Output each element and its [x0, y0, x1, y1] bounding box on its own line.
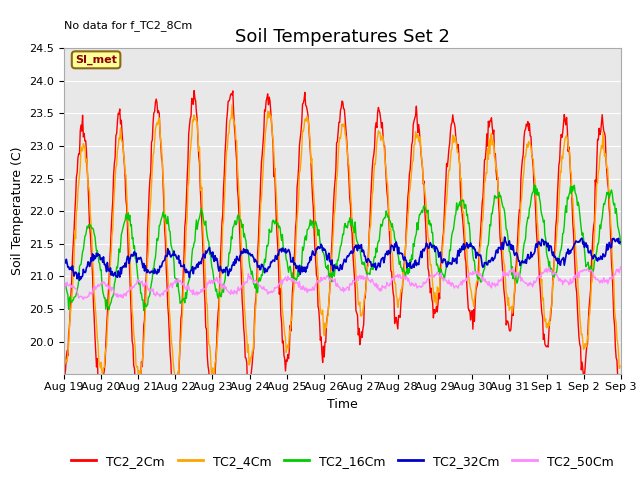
Line: TC2_16Cm: TC2_16Cm [64, 185, 621, 311]
TC2_50Cm [79, 297, 87, 302]
TC2_4Cm [428, 270, 436, 276]
Y-axis label: Soil Temperature (C): Soil Temperature (C) [11, 147, 24, 276]
TC2_16Cm [70, 294, 78, 300]
TC2_4Cm [412, 129, 419, 134]
TC2_2Cm [617, 392, 625, 398]
TC2_2Cm [128, 338, 136, 344]
TC2_32Cm [500, 234, 508, 240]
TC2_4Cm [185, 180, 193, 186]
TC2_50Cm [128, 286, 136, 291]
TC2_32Cm [214, 264, 222, 270]
TC2_32Cm [617, 240, 625, 245]
Text: No data for f_TC2_8Cm: No data for f_TC2_8Cm [64, 21, 192, 31]
TC2_32Cm [185, 270, 193, 276]
TC2_32Cm [60, 259, 68, 264]
TC2_50Cm [617, 264, 625, 270]
X-axis label: Time: Time [327, 397, 358, 410]
TC2_50Cm [70, 284, 78, 290]
TC2_2Cm [70, 228, 78, 233]
TC2_4Cm [214, 328, 222, 334]
TC2_32Cm [411, 259, 419, 264]
TC2_4Cm [172, 380, 180, 386]
TC2_2Cm [412, 112, 419, 118]
TC2_16Cm [127, 222, 135, 228]
TC2_4Cm [228, 102, 236, 108]
TC2_4Cm [127, 285, 135, 291]
TC2_2Cm [60, 369, 68, 374]
Line: TC2_32Cm: TC2_32Cm [64, 237, 621, 280]
Line: TC2_2Cm: TC2_2Cm [64, 91, 621, 399]
TC2_16Cm [185, 278, 193, 284]
TC2_32Cm [128, 252, 136, 258]
TC2_16Cm [617, 241, 625, 247]
TC2_32Cm [428, 242, 435, 248]
TC2_16Cm [60, 276, 68, 281]
TC2_2Cm [428, 296, 436, 302]
TC2_50Cm [185, 283, 193, 289]
TC2_16Cm [411, 236, 419, 242]
TC2_2Cm [185, 131, 193, 137]
TC2_32Cm [70, 273, 78, 279]
TC2_16Cm [530, 182, 538, 188]
TC2_4Cm [60, 360, 68, 365]
Legend: TC2_2Cm, TC2_4Cm, TC2_16Cm, TC2_32Cm, TC2_50Cm: TC2_2Cm, TC2_4Cm, TC2_16Cm, TC2_32Cm, TC… [67, 450, 618, 473]
TC2_16Cm [140, 308, 148, 313]
Text: SI_met: SI_met [75, 55, 117, 65]
TC2_50Cm [411, 283, 419, 289]
TC2_16Cm [214, 295, 222, 301]
Title: Soil Temperatures Set 2: Soil Temperatures Set 2 [235, 28, 450, 47]
TC2_50Cm [428, 272, 435, 278]
TC2_32Cm [76, 277, 83, 283]
TC2_2Cm [215, 301, 223, 307]
TC2_4Cm [70, 258, 78, 264]
Line: TC2_4Cm: TC2_4Cm [64, 105, 621, 383]
TC2_50Cm [214, 280, 222, 286]
TC2_4Cm [617, 363, 625, 369]
Line: TC2_50Cm: TC2_50Cm [64, 267, 621, 300]
TC2_2Cm [190, 88, 198, 94]
TC2_2Cm [97, 396, 105, 402]
TC2_50Cm [60, 283, 68, 288]
TC2_16Cm [428, 221, 435, 227]
